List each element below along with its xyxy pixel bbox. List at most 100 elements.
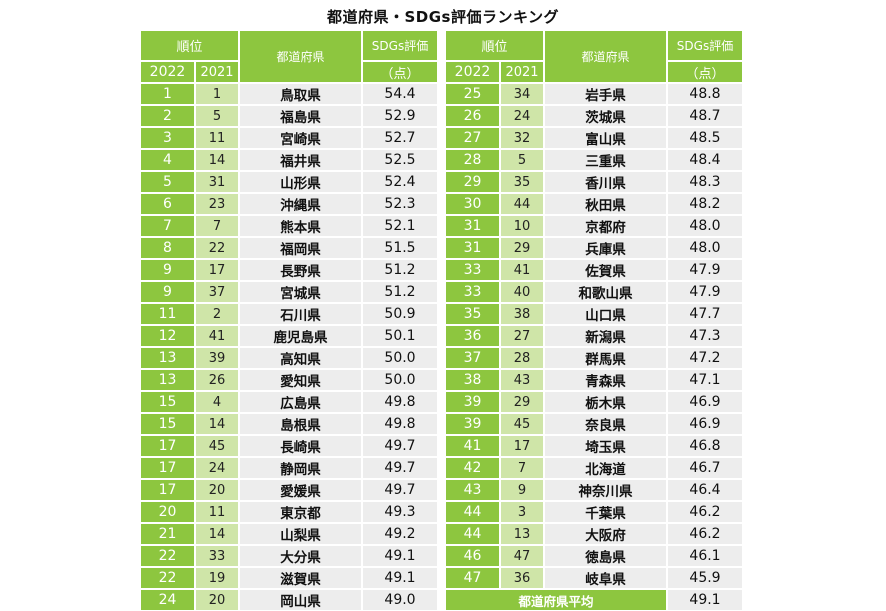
sdgs-score: 46.9 (668, 390, 742, 412)
rank-2022: 22 (141, 544, 196, 566)
rank-2021: 24 (196, 456, 240, 478)
prefecture-name: 東京都 (240, 500, 363, 522)
prefecture-name: 埼玉県 (545, 434, 668, 456)
rank-2022: 29 (446, 170, 501, 192)
rank-2021: 10 (501, 214, 545, 236)
table-row: 36 27 新潟県 47.3 (446, 324, 742, 346)
rank-2022: 35 (446, 302, 501, 324)
rank-2022: 36 (446, 324, 501, 346)
rank-2022: 15 (141, 390, 196, 412)
header-year-2022: 2022 (141, 60, 196, 82)
prefecture-name: 福島県 (240, 104, 363, 126)
rank-2021: 24 (501, 104, 545, 126)
sdgs-score: 46.4 (668, 478, 742, 500)
prefecture-name: 茨城県 (545, 104, 668, 126)
table-row: 25 34 岩手県 48.8 (446, 82, 742, 104)
table-row: 15 4 広島県 49.8 (141, 390, 437, 412)
rank-2022: 46 (446, 544, 501, 566)
sdgs-score: 48.5 (668, 126, 742, 148)
sdgs-score: 54.4 (363, 82, 437, 104)
prefecture-name: 富山県 (545, 126, 668, 148)
table-row: 38 43 青森県 47.1 (446, 368, 742, 390)
prefecture-name: 長野県 (240, 258, 363, 280)
rank-2022: 38 (446, 368, 501, 390)
rank-2021: 20 (196, 478, 240, 500)
rank-2022: 37 (446, 346, 501, 368)
sdgs-score: 49.7 (363, 478, 437, 500)
table-row: 2 5 福島県 52.9 (141, 104, 437, 126)
table-row: 7 7 熊本県 52.1 (141, 214, 437, 236)
rank-2022: 24 (141, 588, 196, 610)
rank-2022: 7 (141, 214, 196, 236)
rank-2021: 43 (501, 368, 545, 390)
sdgs-score: 52.7 (363, 126, 437, 148)
rank-2022: 3 (141, 126, 196, 148)
sdgs-score: 46.2 (668, 522, 742, 544)
table-row: 6 23 沖縄県 52.3 (141, 192, 437, 214)
sdgs-score: 50.0 (363, 368, 437, 390)
sdgs-score: 45.9 (668, 566, 742, 588)
sdgs-score: 49.0 (363, 588, 437, 610)
rank-2021: 14 (196, 148, 240, 170)
sdgs-score: 48.8 (668, 82, 742, 104)
prefecture-name: 岩手県 (545, 82, 668, 104)
rank-2022: 31 (446, 214, 501, 236)
rank-2022: 13 (141, 346, 196, 368)
rank-2022: 2 (141, 104, 196, 126)
prefecture-name: 石川県 (240, 302, 363, 324)
sdgs-score: 49.2 (363, 522, 437, 544)
table-row: 47 36 岐阜県 45.9 (446, 566, 742, 588)
rank-2021: 7 (501, 456, 545, 478)
sdgs-score: 48.0 (668, 214, 742, 236)
prefecture-name: 栃木県 (545, 390, 668, 412)
table-row: 17 45 長崎県 49.7 (141, 434, 437, 456)
prefecture-name: 佐賀県 (545, 258, 668, 280)
header-year-2021: 2021 (501, 60, 545, 82)
sdgs-score: 48.4 (668, 148, 742, 170)
rank-2021: 29 (501, 236, 545, 258)
table-row: 42 7 北海道 46.7 (446, 456, 742, 478)
rank-2021: 45 (501, 412, 545, 434)
rank-2021: 13 (501, 522, 545, 544)
sdgs-score: 49.7 (363, 434, 437, 456)
average-label: 都道府県平均 (446, 588, 668, 610)
prefecture-name: 福井県 (240, 148, 363, 170)
table-row: 20 11 東京都 49.3 (141, 500, 437, 522)
right-rows: 25 34 岩手県 48.8 26 24 茨城県 48.7 27 32 富山県 48.5 28 5 三重県 4… (446, 82, 742, 588)
prefecture-name: 宮城県 (240, 280, 363, 302)
prefecture-name: 静岡県 (240, 456, 363, 478)
sdgs-score: 48.3 (668, 170, 742, 192)
rank-2021: 33 (196, 544, 240, 566)
rank-2021: 32 (501, 126, 545, 148)
table-row: 43 9 神奈川県 46.4 (446, 478, 742, 500)
prefecture-name: 北海道 (545, 456, 668, 478)
average-score: 49.1 (668, 588, 742, 610)
rank-2021: 29 (501, 390, 545, 412)
rank-2022: 44 (446, 500, 501, 522)
table-row: 46 47 徳島県 46.1 (446, 544, 742, 566)
prefecture-name: 群馬県 (545, 346, 668, 368)
prefecture-name: 長崎県 (240, 434, 363, 456)
prefecture-name: 徳島県 (545, 544, 668, 566)
table-row: 13 26 愛知県 50.0 (141, 368, 437, 390)
prefecture-name: 岡山県 (240, 588, 363, 610)
rank-2022: 4 (141, 148, 196, 170)
rank-2021: 22 (196, 236, 240, 258)
prefecture-name: 宮崎県 (240, 126, 363, 148)
rank-2022: 15 (141, 412, 196, 434)
ranking-table-left: 順位 都道府県 SDGs評価 2022 2021 （点） 1 1 鳥取県 54.4 2 5… (141, 31, 437, 610)
ranking-table-right: 順位 都道府県 SDGs評価 2022 2021 （点） 25 34 岩手県 48.8… (446, 31, 742, 610)
rank-2022: 9 (141, 280, 196, 302)
rank-2021: 26 (196, 368, 240, 390)
rank-2022: 5 (141, 170, 196, 192)
rank-2022: 17 (141, 456, 196, 478)
table-row: 13 39 高知県 50.0 (141, 346, 437, 368)
rank-2021: 14 (196, 412, 240, 434)
table-row: 28 5 三重県 48.4 (446, 148, 742, 170)
prefecture-name: 大阪府 (545, 522, 668, 544)
table-row: 15 14 島根県 49.8 (141, 412, 437, 434)
rank-2022: 13 (141, 368, 196, 390)
rank-2021: 19 (196, 566, 240, 588)
sdgs-score: 49.1 (363, 544, 437, 566)
sdgs-score: 46.2 (668, 500, 742, 522)
